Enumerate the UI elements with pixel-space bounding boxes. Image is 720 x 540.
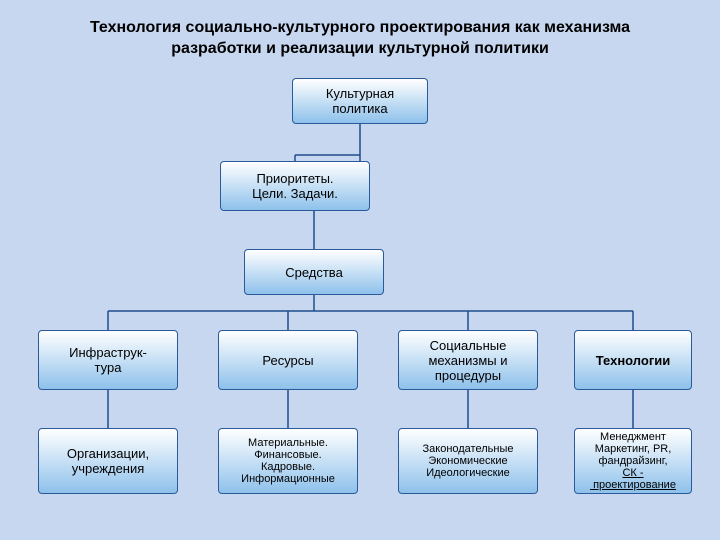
node-means: Средства	[244, 249, 384, 295]
node-legislative: ЗаконодательныеЭкономическиеИдеологическ…	[398, 428, 538, 494]
title-line1: Технология социально-культурного проекти…	[90, 19, 630, 36]
node-materials: Материальные.Финансовые.Кадровые.Информа…	[218, 428, 358, 494]
node-cultural_policy: Культурнаяполитика	[292, 78, 428, 124]
diagram-title: Технология социально-культурного проекти…	[0, 18, 720, 60]
node-social_mech: Социальныемеханизмы ипроцедуры	[398, 330, 538, 390]
node-technologies: Технологии	[574, 330, 692, 390]
node-priorities: Приоритеты.Цели. Задачи.	[220, 161, 370, 211]
title-line2: разработки и реализации культурной полит…	[171, 40, 549, 57]
node-infrastructure: Инфраструк-тура	[38, 330, 178, 390]
node-organizations: Организации,учреждения	[38, 428, 178, 494]
node-management: МенеджментМаркетинг, PR,фандрайзинг,СК -…	[574, 428, 692, 494]
node-resources: Ресурсы	[218, 330, 358, 390]
